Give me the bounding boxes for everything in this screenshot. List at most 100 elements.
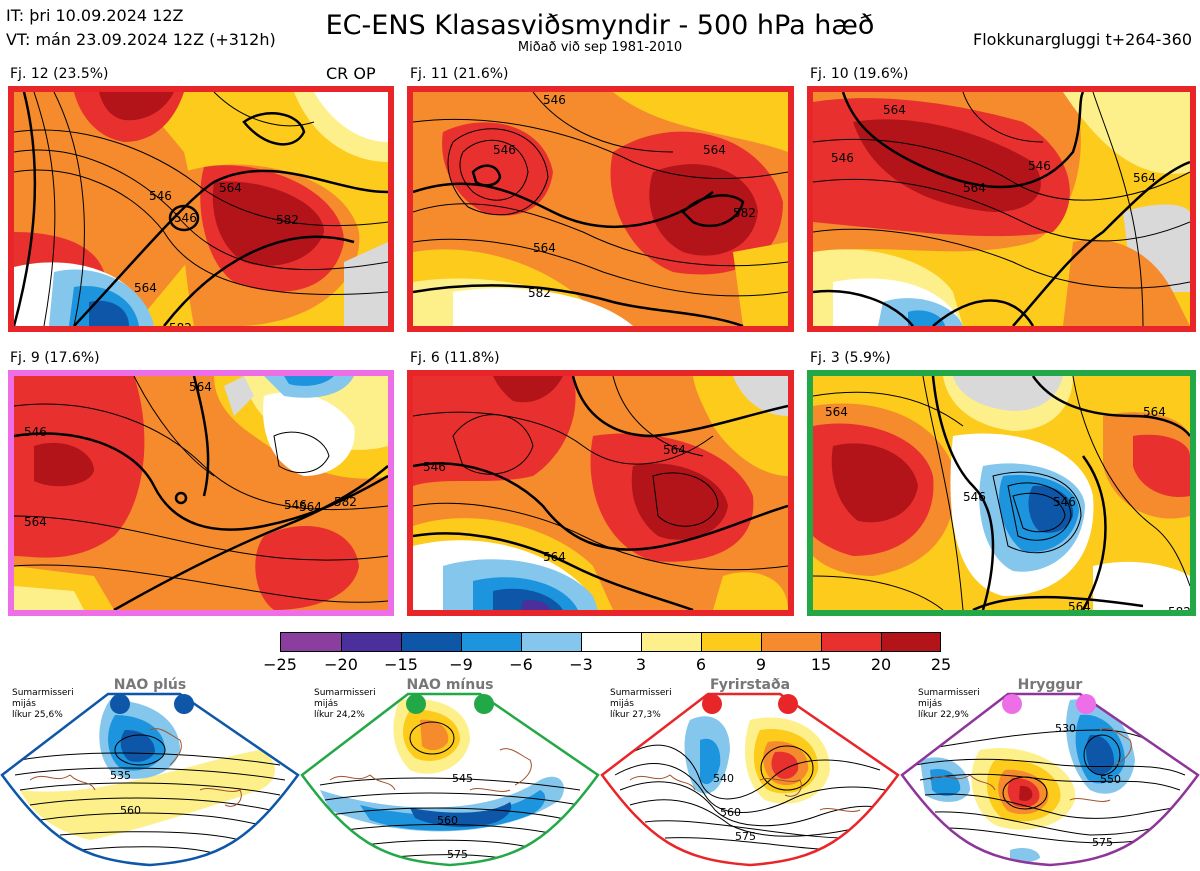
contour-label: 564 (219, 181, 242, 195)
panel-1-tag: CR OP (326, 64, 376, 83)
regime-ridge-contour: 575 (1092, 836, 1113, 849)
regime-nao-minus-marker (474, 694, 494, 714)
colorbar-bin (701, 632, 761, 652)
regime-ridge-contour: 550 (1100, 773, 1121, 786)
contour-label: 564 (543, 550, 566, 564)
panel-6-label: Fj. 3 (5.9%) (810, 350, 891, 366)
regime-nao-plus-freq: mijás (12, 699, 36, 709)
regime-blocking-marker (702, 694, 722, 714)
contour-label: 546 (284, 498, 307, 512)
cluster-map-6-field: 564 546 564 546 564 582 (813, 376, 1190, 610)
colorbar-tick: −6 (509, 655, 533, 674)
regime-blocking-prob: líkur 27,3% (610, 710, 661, 720)
cluster-map-2: 546 546 564 582 564 582 (407, 86, 794, 332)
contour-label: 582 (334, 495, 357, 509)
regime-nao-minus-contour: 575 (447, 848, 468, 861)
colorbar-tick: 20 (870, 655, 892, 674)
regime-nao-plus-title: NAO plús (113, 677, 187, 693)
contour-label: 564 (533, 241, 556, 255)
page-subtitle: Miðað við sep 1981-2010 (517, 40, 683, 55)
colorbar-tick: −3 (569, 655, 593, 674)
regime-nao-plus-contour: 560 (120, 804, 141, 817)
colorbar-bin (461, 632, 521, 652)
cluster-map-3-field: 546 564 546 564 564 (813, 92, 1190, 326)
regime-ridge-freq: mijás (918, 699, 942, 709)
contour-label: 564 (1143, 405, 1166, 419)
cluster-map-2-field: 546 546 564 582 564 582 (413, 92, 788, 326)
regime-nao-minus-contour: 560 (437, 814, 458, 827)
colorbar-tick: 15 (810, 655, 832, 674)
regime-nao-minus-title: NAO mínus (406, 677, 494, 693)
colorbar-tick: −9 (449, 655, 473, 674)
regime-ridge-prob: líkur 22,9% (918, 710, 969, 720)
regime-nao-plus-prob: líkur 25,6% (12, 710, 63, 720)
cluster-map-5: 546 564 564 (407, 370, 794, 616)
regime-nao-minus-season: Sumarmisseri (314, 688, 376, 698)
contour-label: 564 (134, 281, 157, 295)
regime-ridge-map: 530 550 575 (900, 692, 1200, 867)
regime-nao-minus-marker (406, 694, 426, 714)
regime-blocking-contour: 575 (735, 830, 756, 843)
regime-nao-minus-contour: 545 (452, 772, 473, 785)
colorbar-bin (581, 632, 641, 652)
cluster-map-5-field: 546 564 564 (413, 376, 788, 610)
regime-blocking-freq: mijás (610, 699, 634, 709)
regime-nao-plus-marker (110, 694, 130, 714)
regime-nao-plus-contour: 535 (110, 769, 131, 782)
regime-blocking-contour: 540 (713, 772, 734, 785)
contour-label: 564 (1133, 171, 1156, 185)
colorbar-bin (641, 632, 701, 652)
regime-nao-minus-prob: líkur 24,2% (314, 710, 365, 720)
contour-label: 546 (174, 211, 197, 225)
colorbar-tick: −25 (263, 655, 297, 674)
regime-ridge-note: Sumarmisseri mijás líkur 22,9% (918, 688, 980, 721)
colorbar-tick: 3 (635, 655, 647, 674)
contour-label: 546 (423, 460, 446, 474)
regime-blocking-title: Fyrirstaða (709, 677, 791, 693)
contour-label: 564 (663, 443, 686, 457)
regime-ridge-contour: 530 (1055, 722, 1076, 735)
colorbar-tick: 25 (930, 655, 952, 674)
colorbar-bin (761, 632, 821, 652)
colorbar-tick: −15 (384, 655, 418, 674)
colorbar-bin (341, 632, 401, 652)
panel-5-label: Fj. 6 (11.8%) (410, 350, 500, 366)
contour-label: 546 (493, 143, 516, 157)
contour-label: 546 (1028, 159, 1051, 173)
cluster-map-3: 546 564 546 564 564 (807, 86, 1196, 332)
regime-ridge-title: Hryggur (1017, 677, 1083, 693)
contour-label: 582 (528, 286, 551, 300)
contour-label: 546 (149, 189, 172, 203)
contour-label: 546 (543, 93, 566, 107)
init-time: IT: þri 10.09.2024 12Z (6, 6, 184, 25)
panel-1-label: Fj. 12 (23.5%) (10, 66, 109, 82)
page-title: EC-ENS Klasasviðsmyndir - 500 hPa hæð (325, 10, 875, 41)
regime-ridge-marker (1002, 694, 1022, 714)
panel-4-label: Fj. 9 (17.6%) (10, 350, 100, 366)
contour-label: 564 (963, 181, 986, 195)
regime-nao-minus-map: 545 560 575 (300, 692, 600, 867)
regime-nao-minus-freq: mijás (314, 699, 338, 709)
contour-label: 564 (24, 515, 47, 529)
contour-label: 564 (299, 500, 322, 514)
contour-label: 582 (276, 213, 299, 227)
regime-blocking-season: Sumarmisseri (610, 688, 672, 698)
regime-nao-plus-note: Sumarmisseri mijás líkur 25,6% (12, 688, 74, 721)
colorbar-tick: 6 (695, 655, 707, 674)
regime-ridge-marker (1076, 694, 1096, 714)
cluster-map-4: 546 564 546 564 582 564 (8, 370, 394, 616)
colorbar-bin (280, 632, 341, 652)
regime-nao-plus-map: 535 560 (0, 692, 300, 867)
regime-ridge-season: Sumarmisseri (918, 688, 980, 698)
classification-window: Flokkunargluggi t+264-360 (973, 30, 1192, 49)
contour-label: 564 (189, 380, 212, 394)
colorbar-bin (821, 632, 881, 652)
colorbar-tick: −20 (324, 655, 358, 674)
regime-nao-plus-marker (174, 694, 194, 714)
regime-blocking-marker (778, 694, 798, 714)
contour-label: 582 (1168, 605, 1190, 610)
contour-label: 546 (24, 425, 47, 439)
contour-label: 546 (1053, 495, 1076, 509)
